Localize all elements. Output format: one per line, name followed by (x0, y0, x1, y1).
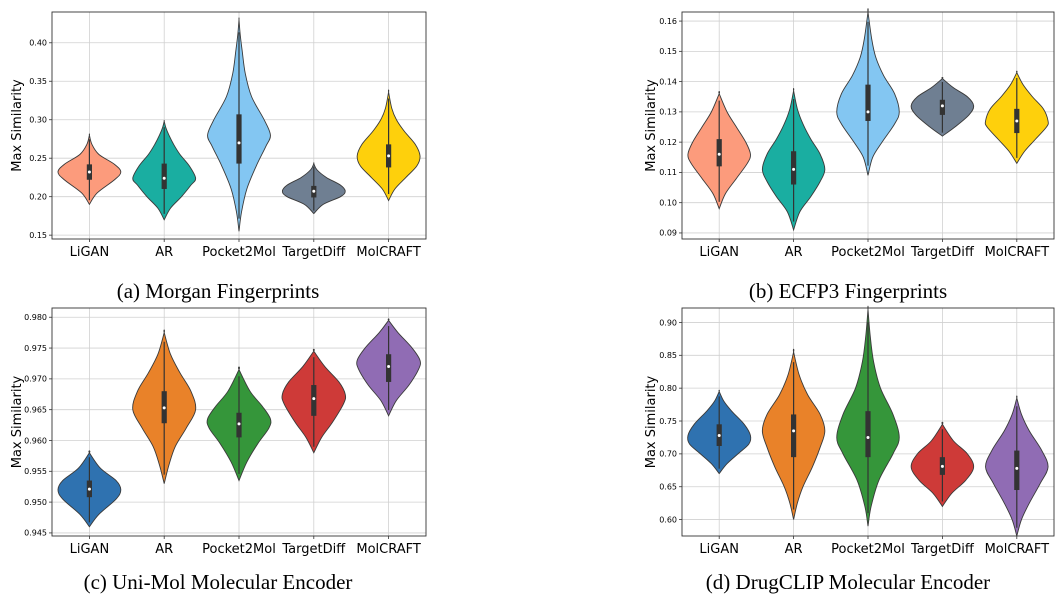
iqr-box (865, 84, 871, 121)
x-category-label: Pocket2Mol (831, 245, 905, 260)
y-tick-label: 0.12 (659, 138, 677, 147)
x-category-label: AR (785, 245, 803, 260)
iqr-box (236, 114, 242, 164)
x-category-label: LiGAN (699, 245, 739, 260)
median-marker (717, 152, 721, 156)
x-category-label: Pocket2Mol (202, 542, 276, 557)
y-tick-label: 0.60 (659, 515, 677, 524)
y-tick-label: 0.15 (29, 231, 47, 240)
panel-caption: (d) DrugCLIP Molecular Encoder (706, 570, 990, 594)
y-tick-label: 0.15 (659, 47, 677, 56)
iqr-box (1014, 450, 1020, 491)
panel-caption: (a) Morgan Fingerprints (117, 279, 320, 303)
x-category-label: Pocket2Mol (202, 245, 276, 260)
y-tick-label: 0.16 (659, 17, 677, 26)
iqr-box (939, 99, 945, 115)
median-marker (866, 110, 870, 114)
iqr-box (791, 414, 797, 458)
median-marker (387, 154, 391, 158)
x-category-label: MolCRAFT (985, 542, 1050, 557)
y-tick-label: 0.80 (659, 384, 677, 393)
panel-d: 0.60 0.65 0.70 0.75 0.80 0.85 0.90 LiGAN AR Pocke… (644, 305, 1055, 594)
median-marker (237, 141, 241, 145)
y-tick-label: 0.14 (659, 77, 677, 86)
x-category-label: LiGAN (70, 542, 110, 557)
median-marker (162, 176, 166, 180)
median-marker (237, 422, 241, 426)
panel-c: 0.945 0.950 0.955 0.960 0.965 0.970 0.975 0.980… (10, 307, 427, 594)
panel-b: 0.09 0.10 0.11 0.12 0.13 0.14 0.15 0.16 LiGAN AR P… (644, 8, 1055, 303)
y-tick-label: 0.35 (29, 77, 47, 86)
median-marker (792, 167, 796, 171)
x-category-label: TargetDiff (281, 542, 346, 557)
iqr-box (716, 139, 722, 167)
y-tick-label: 0.945 (24, 529, 47, 538)
median-marker (87, 487, 91, 491)
iqr-box (161, 163, 167, 189)
iqr-box (386, 354, 392, 382)
x-category-label: TargetDiff (910, 245, 975, 260)
panel-a: 0.15 0.20 0.25 0.30 0.35 0.40 LiGAN AR Pocket2Mo… (10, 11, 427, 303)
y-axis-label: Max Similarity (10, 79, 25, 172)
y-tick-label: 0.90 (659, 318, 677, 327)
y-tick-label: 0.70 (659, 450, 677, 459)
y-tick-label: 0.970 (24, 375, 47, 384)
y-tick-label: 0.85 (659, 351, 677, 360)
x-category-label: MolCRAFT (356, 542, 421, 557)
median-marker (1015, 466, 1019, 470)
y-tick-label: 0.975 (24, 344, 47, 353)
y-tick-label: 0.75 (659, 417, 677, 426)
median-marker (866, 435, 870, 439)
iqr-box (791, 151, 797, 185)
median-marker (312, 397, 316, 401)
median-marker (940, 104, 944, 108)
x-category-label: LiGAN (699, 542, 739, 557)
median-marker (87, 170, 91, 174)
iqr-box (311, 385, 317, 416)
median-marker (717, 433, 721, 437)
x-category-label: AR (155, 245, 173, 260)
x-category-label: Pocket2Mol (831, 542, 905, 557)
y-axis-label: Max Similarity (644, 79, 659, 172)
y-tick-label: 0.10 (659, 198, 677, 207)
iqr-box (865, 411, 871, 458)
x-category-label: MolCRAFT (356, 245, 421, 260)
y-tick-label: 0.980 (24, 313, 47, 322)
y-tick-label: 0.11 (659, 168, 677, 177)
y-tick-label: 0.30 (29, 116, 47, 125)
median-marker (162, 406, 166, 410)
y-tick-label: 0.965 (24, 405, 47, 414)
y-tick-label: 0.40 (29, 39, 47, 48)
x-category-label: TargetDiff (910, 542, 975, 557)
y-tick-label: 0.25 (29, 154, 47, 163)
panel-caption: (c) Uni-Mol Molecular Encoder (84, 570, 353, 594)
median-marker (792, 429, 796, 433)
y-tick-label: 0.20 (29, 192, 47, 201)
y-tick-label: 0.950 (24, 498, 47, 507)
median-marker (312, 189, 316, 193)
y-tick-label: 0.960 (24, 436, 47, 445)
x-category-label: LiGAN (70, 245, 110, 260)
y-tick-label: 0.955 (24, 467, 47, 476)
x-category-label: AR (155, 542, 173, 557)
x-category-label: TargetDiff (281, 245, 346, 260)
y-tick-label: 0.09 (659, 229, 677, 238)
y-tick-label: 0.65 (659, 483, 677, 492)
y-tick-label: 0.13 (659, 108, 677, 117)
panel-caption: (b) ECFP3 Fingerprints (749, 279, 947, 303)
x-category-label: AR (785, 542, 803, 557)
x-category-label: MolCRAFT (985, 245, 1050, 260)
y-axis-label: Max Similarity (10, 375, 25, 468)
y-axis-label: Max Similarity (644, 375, 659, 468)
median-marker (1015, 119, 1019, 123)
median-marker (940, 464, 944, 468)
median-marker (387, 365, 391, 369)
